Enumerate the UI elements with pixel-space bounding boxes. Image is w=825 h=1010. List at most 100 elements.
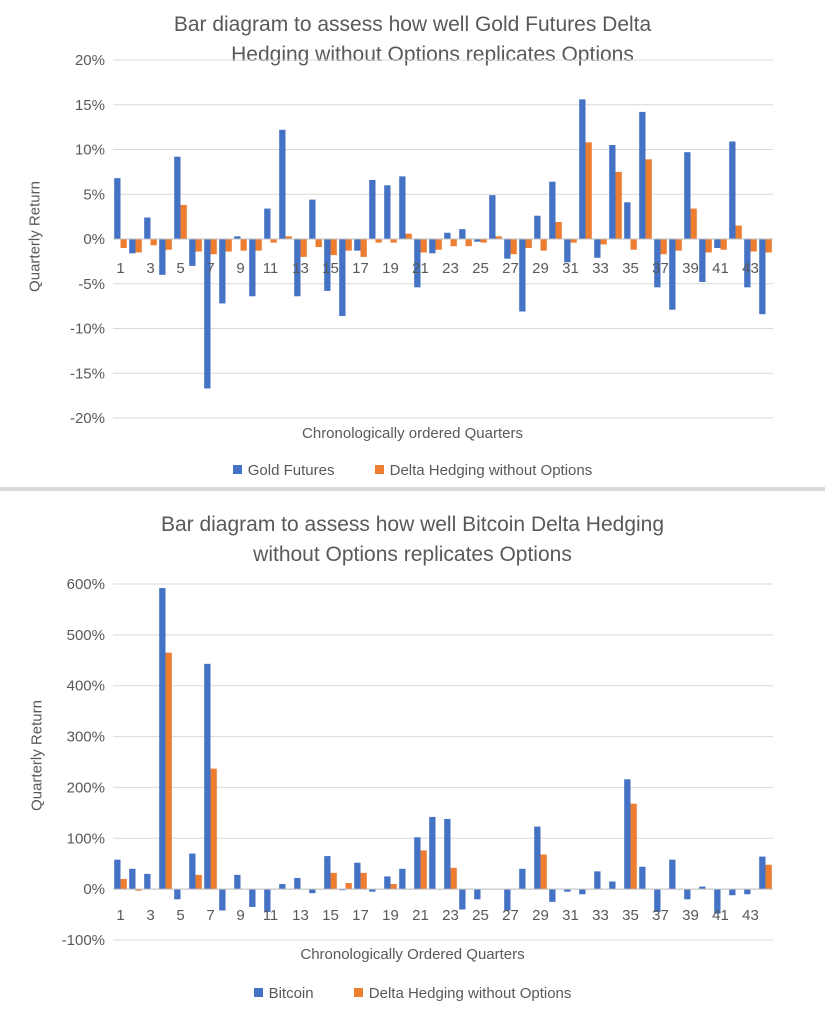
bitcoin-x-axis-title: Chronologically Ordered Quarters (300, 946, 525, 963)
bitcoin-bar-series2-q44 (765, 864, 772, 890)
bitcoin-bar-series2-q6 (195, 874, 202, 890)
gold-y-tick-label: -5% (78, 276, 105, 293)
gold-bar-series1-q32 (579, 99, 586, 239)
gold-bar-series2-q27 (510, 239, 517, 255)
gold-bar-series2-q33 (600, 239, 607, 245)
bitcoin-bar-series2-q2 (135, 889, 142, 891)
bitcoin-bar-series1-q22 (429, 816, 436, 890)
bitcoin-bar-series1-q32 (579, 889, 586, 895)
bitcoin-x-tick-label: 37 (652, 907, 669, 924)
gold-bar-series2-q11 (270, 239, 277, 243)
gold-x-tick-label: 15 (322, 260, 339, 277)
bitcoin-bar-series1-q37 (654, 889, 661, 913)
gold-bar-series1-q28 (519, 239, 526, 312)
gold-bar-series1-q29 (534, 215, 541, 239)
gold-bar-series2-q25 (480, 239, 487, 243)
bitcoin-x-tick-label: 41 (712, 907, 729, 924)
gold-bar-series2-q20 (405, 233, 412, 239)
gold-legend-label-2: Delta Hedging without Options (389, 462, 593, 479)
bitcoin-x-tick-label: 11 (263, 907, 279, 924)
gold-legend: Gold Futures Delta Hedging without Optio… (0, 462, 825, 479)
bitcoin-bar-series1-q36 (639, 866, 646, 890)
gold-bar-series2-q6 (195, 239, 202, 252)
bitcoin-y-tick-label: 0% (83, 881, 105, 898)
bitcoin-legend-swatch-2 (353, 988, 363, 997)
bitcoin-bar-series1-q12 (279, 884, 286, 890)
gold-bar-series2-q37 (660, 239, 667, 255)
bitcoin-y-tick-label: 500% (67, 627, 105, 644)
gold-chart-panel: Bar diagram to assess how well Gold Futu… (0, 0, 825, 488)
gold-bar-series1-q30 (549, 181, 556, 239)
gold-y-tick-label: -20% (70, 410, 105, 427)
bitcoin-bar-series1-q18 (369, 889, 376, 892)
bitcoin-bar-series1-q14 (309, 889, 316, 894)
gold-bar-series2-q38 (675, 239, 682, 251)
bitcoin-x-tick-label: 17 (352, 907, 369, 924)
gold-bar-series1-q7 (204, 239, 211, 389)
bitcoin-chart-title: Bar diagram to assess how well Bitcoin D… (0, 510, 825, 570)
gold-bar-series1-q24 (459, 229, 466, 239)
bitcoin-bar-series1-q41 (714, 889, 721, 914)
bitcoin-bar-series1-q40 (699, 886, 706, 890)
gold-bar-series2-q15 (330, 239, 337, 256)
gold-bar-series1-q34 (609, 145, 616, 239)
gold-bar-series1-q5 (174, 156, 181, 239)
bitcoin-legend-item-1: Bitcoin (253, 985, 314, 1002)
gold-bar-series2-q35 (630, 239, 637, 250)
gold-legend-swatch-2 (374, 465, 384, 474)
gold-y-tick-label: 15% (75, 97, 105, 114)
gold-bar-series1-q42 (729, 141, 736, 239)
gold-bar-series2-q2 (135, 239, 142, 253)
bitcoin-x-tick-label: 23 (442, 907, 459, 924)
gold-bar-series1-q15 (324, 239, 331, 291)
gold-bar-series1-q33 (594, 239, 601, 258)
bitcoin-bar-series2-q29 (540, 854, 547, 890)
gold-bar-series1-q11 (264, 208, 271, 239)
gold-bar-series2-q39 (690, 208, 697, 239)
gold-bar-series1-q44 (759, 239, 766, 315)
gold-bar-series1-q39 (684, 152, 691, 239)
bitcoin-bar-series1-q15 (324, 856, 331, 890)
gold-bar-series1-q41 (714, 239, 721, 248)
gold-x-tick-label: 5 (176, 260, 184, 277)
gold-bar-series1-q2 (129, 239, 136, 254)
gold-x-tick-label: 27 (502, 260, 519, 277)
bitcoin-x-tick-label: 25 (472, 907, 489, 924)
gold-bar-series1-q14 (309, 199, 316, 239)
gold-bar-series1-q37 (654, 239, 661, 288)
gold-bar-series1-q8 (219, 239, 226, 304)
gold-bar-series2-q12 (285, 236, 292, 239)
gold-bar-series2-q13 (300, 239, 307, 257)
bitcoin-bar-series1-q5 (174, 889, 181, 900)
gold-bar-series2-q36 (645, 159, 652, 239)
bitcoin-y-tick-label: -100% (62, 932, 105, 949)
bitcoin-legend: Bitcoin Delta Hedging without Options (0, 985, 825, 1002)
gold-bar-series2-q1 (120, 239, 127, 248)
gold-bar-series2-q21 (420, 239, 427, 253)
gold-bar-series2-q10 (255, 239, 262, 251)
gold-bar-series2-q22 (435, 239, 442, 250)
bitcoin-bar-series1-q19 (384, 876, 391, 890)
gold-bar-series1-q36 (639, 111, 646, 239)
gold-bar-series1-q38 (669, 239, 676, 310)
gold-bar-series2-q23 (450, 239, 457, 247)
bitcoin-bar-series1-q28 (519, 868, 526, 890)
gold-bar-series1-q23 (444, 232, 451, 239)
bitcoin-legend-swatch-1 (253, 988, 263, 997)
gold-bar-series1-q4 (159, 239, 166, 275)
gold-bar-series1-q18 (369, 179, 376, 239)
bitcoin-bar-series1-q21 (414, 837, 421, 890)
gold-bar-series1-q13 (294, 239, 301, 297)
bitcoin-x-tick-label: 35 (622, 907, 639, 924)
bitcoin-bar-series2-q7 (210, 768, 217, 890)
bitcoin-bar-series2-q23 (450, 867, 457, 890)
bitcoin-x-tick-label: 5 (176, 907, 184, 924)
bitcoin-bar-series2-q35 (630, 803, 637, 890)
gold-bar-series2-q29 (540, 239, 547, 251)
gold-x-tick-label: 9 (236, 260, 244, 277)
bitcoin-bar-series1-q3 (144, 873, 151, 890)
gold-x-tick-label: 31 (562, 260, 579, 277)
bitcoin-bar-series2-q4 (165, 652, 172, 890)
bitcoin-chart-title-line1: Bar diagram to assess how well Bitcoin D… (160, 513, 665, 536)
bitcoin-x-tick-label: 1 (116, 907, 124, 924)
